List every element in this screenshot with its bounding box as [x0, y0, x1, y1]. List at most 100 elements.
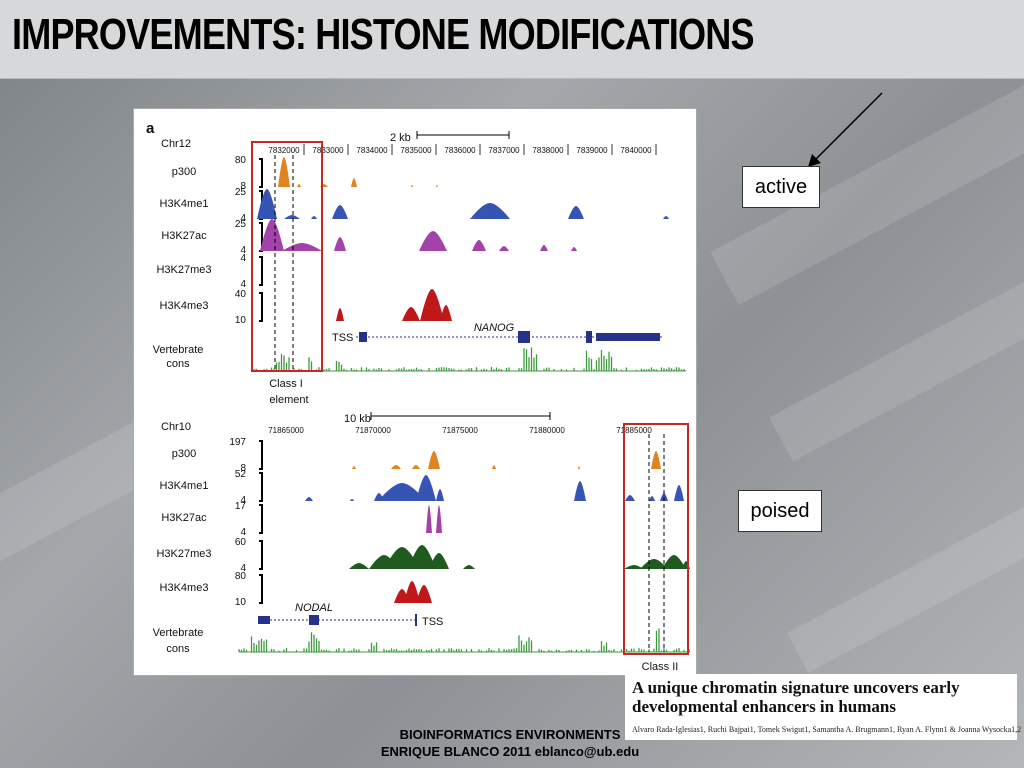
top-h3k27ac-peak	[499, 246, 509, 251]
top-track-max: 25	[235, 219, 247, 230]
paper-title: A unique chromatin signature uncovers ea…	[632, 678, 960, 716]
bottom-chrom-label: Chr10	[161, 421, 191, 433]
bottom-h3k4me1-peak	[378, 483, 426, 501]
top-h3k4me3-peak	[440, 305, 452, 321]
bottom-h3k4me1-peak	[574, 481, 586, 501]
bottom-track-min: 10	[235, 597, 247, 608]
bottom-track-min: 8	[240, 463, 246, 474]
bottom-class-label: Class II	[642, 661, 679, 673]
top-h3k4me1-peak	[257, 189, 277, 219]
top-track-min: 10	[235, 315, 247, 326]
paper-citation: A unique chromatin signature uncovers ea…	[625, 674, 1022, 740]
bottom-track-label: H3K27ac	[161, 512, 207, 524]
bottom-h3k27me3-peak	[429, 553, 449, 569]
bottom-h3k27me3-peak	[463, 565, 475, 569]
bottom-h3k4me1-peak	[674, 485, 684, 501]
top-track-bracket	[259, 158, 263, 188]
top-coord-label: 7834000	[356, 146, 388, 155]
footer: BIOINFORMATICS ENVIRONMENTS ENRIQUE BLAN…	[300, 726, 720, 760]
bottom-gene-exon	[309, 615, 319, 625]
top-track-label: H3K4me3	[160, 300, 209, 312]
top-gene-exon	[596, 333, 660, 341]
bottom-p300-peak	[391, 465, 401, 469]
title-bar: IMPROVEMENTS: HISTONE MODIFICATIONS	[0, 0, 1024, 79]
top-p300-peak	[411, 185, 413, 187]
bottom-track-label: p300	[172, 448, 196, 460]
bottom-track-min: 4	[240, 527, 246, 538]
bottom-coord-label: 71865000	[268, 426, 304, 435]
poised-callout: poised	[738, 490, 822, 532]
bottom-h3k4me1-peak	[436, 489, 444, 501]
active-callout: active	[742, 166, 820, 208]
top-h3k4me3-peak	[402, 307, 420, 321]
top-h3k4me1-peak	[332, 205, 348, 219]
top-h3k27ac-peak	[282, 243, 322, 251]
bottom-track-min: 4	[240, 563, 246, 574]
top-track-min: 4	[240, 245, 246, 256]
top-h3k4me1-peak	[568, 206, 584, 219]
bottom-h3k4me1-peak	[305, 497, 313, 501]
top-h3k27ac-peak	[334, 237, 346, 251]
bottom-h3k4me1-peak	[416, 475, 436, 501]
bottom-coord-label: 71870000	[355, 426, 391, 435]
bottom-track-min: 4	[240, 495, 246, 506]
background-stripe	[786, 492, 1024, 673]
top-h3k27ac-peak	[571, 247, 577, 251]
slide-title: IMPROVEMENTS: HISTONE MODIFICATIONS	[12, 10, 755, 59]
bottom-track-label: H3K27me3	[156, 548, 211, 560]
top-coord-label: 7838000	[532, 146, 564, 155]
top-class-i-highlight-box	[251, 141, 323, 372]
bottom-tss-label: TSS	[422, 616, 443, 628]
top-class-label: Class I	[269, 378, 303, 390]
top-gene-exon	[359, 332, 367, 342]
bottom-h3k27me3-peak	[624, 565, 644, 569]
genome-browser-figure: a Chr12 2 kb 7832000 7833000 7834000 7835000 78…	[133, 108, 697, 676]
paper-authors: Alvaro Rada-Iglesias1, Ruchi Bajpai1, To…	[632, 725, 1022, 734]
bottom-h3k27me3-peak	[662, 555, 686, 569]
top-p300-peak	[436, 185, 438, 187]
footer-line-1: BIOINFORMATICS ENVIRONMENTS	[399, 727, 621, 742]
top-track-bracket	[259, 256, 263, 286]
bottom-track-label: H3K4me3	[160, 582, 209, 594]
bottom-track-max: 52	[235, 469, 247, 480]
top-track-min: 4	[240, 213, 246, 224]
top-class-label: element	[269, 394, 308, 406]
top-cons-label: Vertebrate	[153, 344, 204, 356]
bottom-cons-label: cons	[166, 643, 190, 655]
bottom-p300-peak	[651, 451, 661, 469]
top-h3k27ac-peak	[472, 240, 486, 251]
panel-label: a	[146, 120, 155, 137]
bottom-h3k4me3-peak	[416, 585, 432, 603]
top-track-max: 25	[235, 187, 247, 198]
top-cons-label: cons	[166, 358, 190, 370]
top-track-bracket	[259, 292, 263, 322]
bottom-scale-label: 10 kb	[344, 413, 371, 425]
top-coord-label: 7833000	[312, 146, 344, 155]
bottom-h3k4me1-peak	[649, 496, 655, 501]
bottom-p300-peak	[578, 466, 580, 469]
top-h3k4me1-peak	[311, 216, 317, 219]
bottom-h3k4me1-peak	[350, 499, 354, 501]
bottom-gene-exon	[258, 616, 270, 624]
bottom-p300-peak	[492, 465, 496, 469]
top-gene-name: NANOG	[474, 322, 515, 334]
bottom-track-bracket	[259, 440, 263, 470]
top-track-max: 40	[235, 289, 247, 300]
bottom-coord-label: 71885000	[616, 426, 652, 435]
bottom-cons-label: Vertebrate	[153, 627, 204, 639]
top-h3k4me3-peak	[336, 308, 344, 321]
top-h3k4me1-peak	[284, 215, 300, 219]
top-h3k27ac-peak	[419, 231, 447, 251]
top-h3k27ac-peak	[260, 219, 284, 251]
bottom-class-ii-highlight-box	[623, 423, 689, 655]
top-p300-peak	[278, 157, 290, 187]
arrow-to-active-icon	[808, 92, 883, 167]
bottom-track-max: 17	[235, 501, 247, 512]
top-track-min: 4	[240, 279, 246, 290]
bottom-h3k4me3-peak	[404, 581, 420, 603]
bottom-p300-peak	[428, 451, 440, 469]
bottom-coord-label: 71875000	[442, 426, 478, 435]
top-track-max: 80	[235, 155, 247, 166]
top-h3k4me1-peak	[470, 203, 510, 219]
top-track-min: 8	[240, 181, 246, 192]
